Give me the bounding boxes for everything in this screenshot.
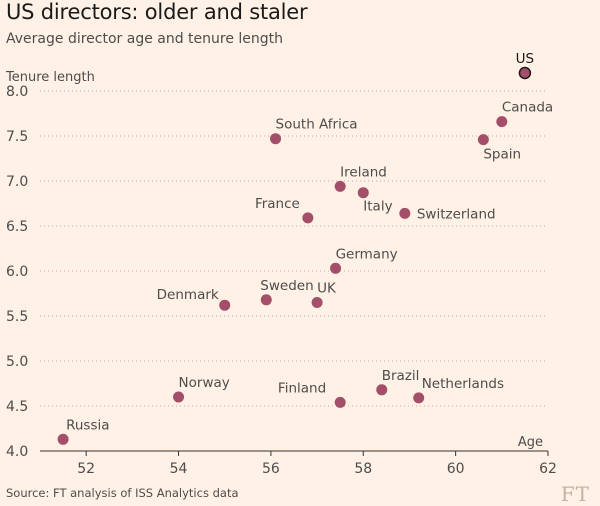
- label-france: France: [255, 196, 300, 212]
- point-germany: [330, 262, 342, 274]
- point-denmark: [219, 299, 231, 311]
- point-us: [518, 66, 532, 80]
- label-brazil: Brazil: [382, 368, 420, 384]
- label-south-africa: South Africa: [276, 117, 358, 133]
- point-france: [302, 212, 314, 224]
- point-netherlands: [413, 392, 425, 404]
- y-tick-label: 8.0: [6, 84, 28, 100]
- source-note: Source: FT analysis of ISS Analytics dat…: [6, 486, 239, 500]
- y-tick-label: 7.0: [6, 174, 28, 190]
- point-switzerland: [399, 207, 411, 219]
- point-brazil: [376, 384, 388, 396]
- point-italy: [357, 187, 369, 199]
- point-ireland: [334, 180, 346, 192]
- point-russia: [57, 433, 69, 445]
- y-tick-label: 5.0: [6, 354, 28, 370]
- x-axis-label: Age: [518, 435, 543, 450]
- y-tick-label: 6.5: [6, 219, 28, 235]
- x-tick-label: 54: [170, 461, 188, 477]
- point-south-africa: [270, 133, 282, 145]
- label-italy: Italy: [363, 199, 392, 215]
- x-tick-label: 60: [447, 461, 465, 477]
- chart-title: US directors: older and staler: [6, 0, 308, 24]
- x-tick-label: 58: [354, 461, 372, 477]
- point-sweden: [260, 294, 272, 306]
- point-finland: [334, 396, 346, 408]
- y-tick-label: 4.5: [6, 399, 28, 415]
- y-axis-label: Tenure length: [5, 70, 95, 85]
- label-denmark: Denmark: [157, 287, 219, 303]
- label-norway: Norway: [179, 375, 230, 391]
- point-canada: [496, 116, 508, 128]
- label-spain: Spain: [483, 147, 521, 163]
- x-tick-label: 52: [77, 461, 95, 477]
- y-tick-label: 4.0: [6, 444, 28, 460]
- label-ireland: Ireland: [340, 164, 387, 180]
- y-tick-label: 6.0: [6, 264, 28, 280]
- label-us: US: [516, 51, 534, 67]
- label-switzerland: Switzerland: [417, 206, 496, 222]
- label-russia: Russia: [66, 417, 109, 433]
- label-germany: Germany: [336, 246, 398, 262]
- scatter-chart: 4.0 4.5 5.0 5.5 6.0 6.5 7.0 7.5 8.0 52 54 56 58 60 62…: [5, 51, 557, 477]
- y-tick-label: 7.5: [6, 129, 28, 145]
- label-netherlands: Netherlands: [422, 376, 504, 392]
- label-uk: UK: [317, 281, 337, 297]
- label-canada: Canada: [502, 100, 553, 116]
- point-norway: [173, 391, 185, 403]
- ft-logo: FT: [560, 482, 590, 506]
- label-sweden: Sweden: [260, 278, 313, 294]
- x-tick-label: 56: [262, 461, 280, 477]
- label-finland: Finland: [278, 380, 326, 396]
- y-tick-label: 5.5: [6, 309, 28, 325]
- point-spain: [477, 134, 489, 146]
- x-tick-label: 62: [539, 461, 557, 477]
- point-uk: [311, 297, 323, 308]
- chart-subtitle: Average director age and tenure length: [6, 31, 284, 47]
